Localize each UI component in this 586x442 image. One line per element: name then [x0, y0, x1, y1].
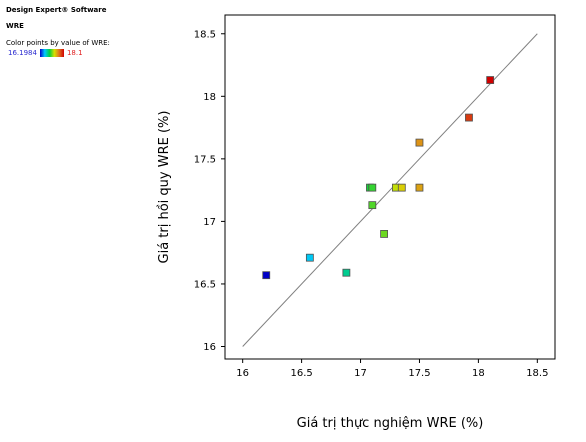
x-axis-title: Giá trị thực nghiệm WRE (%) — [297, 416, 484, 431]
data-points — [262, 76, 495, 280]
data-point — [415, 183, 424, 192]
y-tick-label: 16.5 — [194, 279, 216, 290]
y-tick-label: 17.5 — [194, 154, 216, 165]
x-tick-label: 17 — [354, 368, 367, 379]
y-tick-label: 16 — [203, 342, 216, 353]
data-point — [368, 201, 377, 210]
reference-line — [242, 33, 538, 347]
legend-min-label: 16.1984 — [8, 49, 37, 57]
software-name: Design Expert® Software — [6, 6, 107, 14]
y-axis-title: Giá trị hồi quy WRE (%) — [157, 111, 172, 264]
data-point — [397, 183, 406, 192]
data-point — [305, 253, 314, 262]
data-point — [380, 230, 389, 238]
x-tick-label: 17.5 — [408, 368, 430, 379]
reference-line-group — [242, 33, 538, 347]
data-point — [368, 183, 377, 192]
color-legend: 16.1984 18.1 — [6, 49, 116, 57]
data-point — [342, 268, 351, 277]
variable-name: WRE — [6, 22, 24, 30]
data-point — [465, 113, 473, 122]
x-tick-label: 18.5 — [526, 368, 548, 379]
data-point — [486, 76, 495, 84]
data-point — [262, 271, 271, 280]
color-gradient-bar — [39, 49, 64, 57]
data-point — [415, 138, 424, 147]
x-tick-label: 16.5 — [290, 368, 312, 379]
y-tick-label: 18 — [203, 92, 216, 103]
y-tick-label: 17 — [203, 217, 216, 228]
legend-max-label: 18.1 — [66, 49, 83, 57]
x-tick-label: 18 — [472, 368, 485, 379]
legend-panel: Design Expert® Software WRE Color points… — [6, 6, 116, 57]
color-note: Color points by value of WRE: — [6, 39, 110, 47]
x-tick-label: 16 — [236, 368, 249, 379]
ticks: 16 16.5 17 17.5 18 18.5 16 16.5 17 17.5 18 18.5 — [194, 29, 549, 379]
plot-frame — [224, 14, 556, 360]
y-tick-label: 18.5 — [194, 29, 216, 40]
